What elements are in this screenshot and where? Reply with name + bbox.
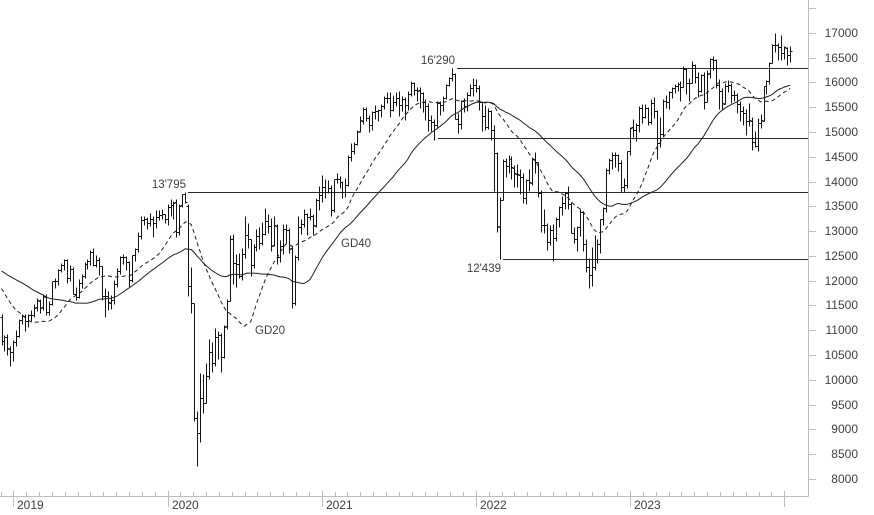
- gd40-label: GD40: [341, 238, 371, 250]
- y-axis-label: 8500: [831, 447, 858, 461]
- y-axis-label: 13500: [825, 199, 859, 213]
- moving-average-lines: [1, 81, 791, 327]
- y-axis-label: 11000: [826, 323, 859, 337]
- gd40-line: [1, 84, 791, 304]
- y-axis-label: 16500: [825, 51, 859, 65]
- x-axis-year-label: 2021: [326, 498, 353, 512]
- chart-labels: 8000 8500 9000 9500 10000 10500 11000 11500 1200…: [17, 26, 858, 512]
- level-label: 12'439: [467, 263, 501, 275]
- x-axis-year-label: 2023: [634, 498, 661, 512]
- y-axis-label: 16000: [825, 75, 859, 89]
- y-axis-label: 10500: [825, 348, 859, 362]
- x-axis-year-label: 2022: [480, 498, 507, 512]
- y-axis-label: 12000: [825, 274, 859, 288]
- y-axis-label: 9500: [831, 398, 858, 412]
- y-axis-label: 8000: [831, 472, 858, 486]
- y-axis-label: 13000: [825, 224, 859, 238]
- gd20-line: [1, 81, 791, 327]
- y-axis-label: 14000: [825, 175, 859, 189]
- y-axis-label: 14500: [825, 150, 859, 164]
- y-axis-label: 15000: [825, 125, 859, 139]
- y-axis-label: 15500: [825, 100, 859, 114]
- x-axis-year-label: 2019: [17, 498, 44, 512]
- y-axis-label: 11500: [826, 298, 859, 312]
- level-label: 13'795: [152, 179, 186, 191]
- level-label: 16'290: [421, 55, 455, 67]
- x-axis-year-label: 2020: [172, 498, 199, 512]
- y-axis-label: 9000: [831, 422, 858, 436]
- y-axis-label: 17000: [825, 26, 859, 40]
- y-axis-label: 10000: [825, 373, 859, 387]
- ohlc-bars: [0, 33, 793, 467]
- axes: [0, 0, 816, 507]
- y-axis-label: 12500: [825, 249, 859, 263]
- gd20-label: GD20: [255, 325, 285, 337]
